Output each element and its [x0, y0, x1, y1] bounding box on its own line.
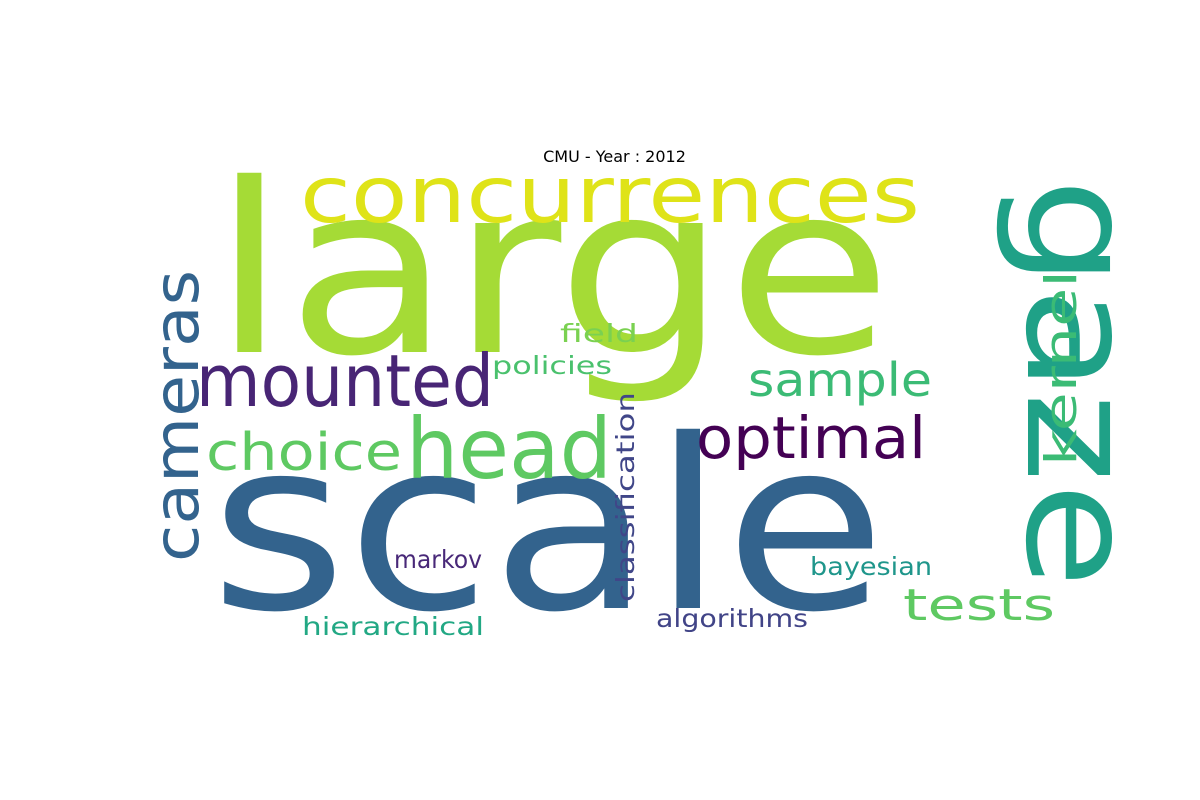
chart-title: CMU - Year : 2012 — [543, 147, 686, 166]
word-choice: choice — [206, 423, 402, 483]
word-field: field — [560, 319, 638, 348]
word-sample: sample — [748, 353, 932, 407]
word-policies: policies — [492, 351, 612, 380]
word-gaze: gaze — [992, 178, 1166, 588]
word-kernel: kernel — [1036, 270, 1087, 466]
word-tests: tests — [903, 580, 1055, 631]
word-markov: markov — [394, 545, 482, 574]
word-mounted: mounted — [196, 339, 494, 423]
word-concurrences: concurrences — [300, 151, 920, 241]
word-cameras: cameras — [140, 270, 213, 562]
word-algorithms: algorithms — [656, 604, 808, 633]
word-large: large — [212, 133, 892, 408]
word-bayesian: bayesian — [810, 552, 932, 581]
word-scale: scale — [210, 389, 886, 664]
word-head: head — [406, 400, 612, 498]
word-classification: classification — [611, 392, 640, 602]
word-hierarchical: hierarchical — [302, 612, 484, 641]
word-optimal: optimal — [696, 404, 926, 472]
